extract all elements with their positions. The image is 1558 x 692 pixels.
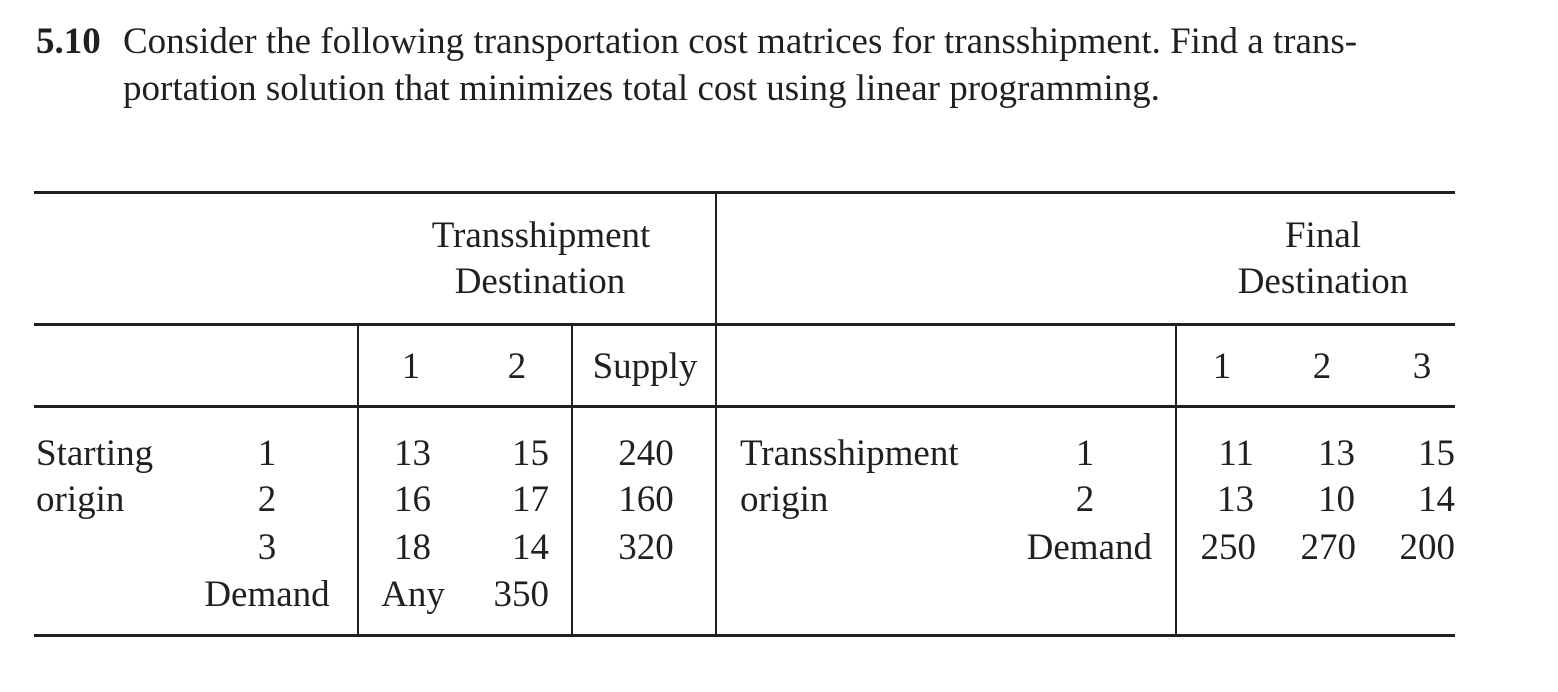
left-header-line-2: Destination bbox=[454, 261, 626, 302]
left-cell-demand-c1: Any bbox=[381, 574, 445, 615]
left-cell-r2-supply: 160 bbox=[618, 479, 674, 520]
left-cell-r2-c2: 17 bbox=[512, 479, 549, 520]
left-cell-r1-c1: 13 bbox=[394, 433, 431, 474]
right-cell-r1-c3: 15 bbox=[1418, 433, 1455, 474]
right-col-header-1: 1 bbox=[1212, 346, 1232, 387]
center-divider bbox=[715, 194, 717, 635]
table-top-rule bbox=[34, 191, 1455, 194]
right-cell-r2-c1: 13 bbox=[1217, 479, 1254, 520]
left-row-label-3: 3 bbox=[257, 527, 277, 568]
right-cell-r2-c3: 14 bbox=[1418, 479, 1455, 520]
table-bottom-rule bbox=[34, 634, 1455, 637]
left-row-label-2: 2 bbox=[257, 479, 277, 520]
right-col-header-2: 2 bbox=[1312, 346, 1332, 387]
left-col-header-2: 2 bbox=[507, 346, 527, 387]
left-row-label-demand: Demand bbox=[204, 574, 330, 615]
left-header-line-1: Transshipment bbox=[431, 215, 651, 256]
problem-number: 5.10 bbox=[36, 21, 101, 62]
left-cell-r3-c2: 14 bbox=[512, 527, 549, 568]
right-cell-r1-c2: 13 bbox=[1318, 433, 1355, 474]
left-supply-divider bbox=[571, 325, 573, 635]
right-header-line-1: Final bbox=[1284, 215, 1362, 256]
problem-text-line-2: portation solution that minimizes total … bbox=[123, 68, 1160, 109]
right-cell-demand-c2: 270 bbox=[1300, 527, 1357, 568]
right-label-divider bbox=[1175, 325, 1177, 635]
right-row-label-2: 2 bbox=[1075, 479, 1095, 520]
left-row-label-1: 1 bbox=[257, 433, 277, 474]
problem-text-line-1: Consider the following transportation co… bbox=[123, 21, 1358, 62]
left-cell-demand-c2: 350 bbox=[493, 574, 550, 615]
left-label-divider bbox=[357, 325, 359, 635]
left-cell-r1-supply: 240 bbox=[618, 433, 674, 474]
left-cell-r3-supply: 320 bbox=[618, 527, 674, 568]
left-cell-r1-c2: 15 bbox=[512, 433, 549, 474]
left-cell-r2-c1: 16 bbox=[394, 479, 431, 520]
left-col-header-1: 1 bbox=[401, 346, 421, 387]
right-cell-demand-c3: 200 bbox=[1399, 527, 1456, 568]
left-row-group-label-1: Starting bbox=[36, 433, 154, 474]
right-col-header-3: 3 bbox=[1412, 346, 1432, 387]
right-header-line-2: Destination bbox=[1237, 261, 1409, 302]
right-row-label-demand: Demand bbox=[1026, 527, 1152, 568]
right-cell-r1-c1: 11 bbox=[1218, 433, 1254, 474]
table-header-rule bbox=[34, 323, 1455, 326]
table-subheader-rule bbox=[34, 405, 1455, 408]
right-row-group-label-2: origin bbox=[740, 479, 829, 520]
right-row-group-label-1: Transshipment bbox=[740, 433, 959, 474]
left-col-header-supply: Supply bbox=[592, 346, 698, 387]
right-row-label-1: 1 bbox=[1075, 433, 1095, 474]
right-cell-r2-c2: 10 bbox=[1318, 479, 1355, 520]
right-cell-demand-c1: 250 bbox=[1200, 527, 1257, 568]
left-row-group-label-2: origin bbox=[36, 479, 125, 520]
left-cell-r3-c1: 18 bbox=[394, 527, 431, 568]
